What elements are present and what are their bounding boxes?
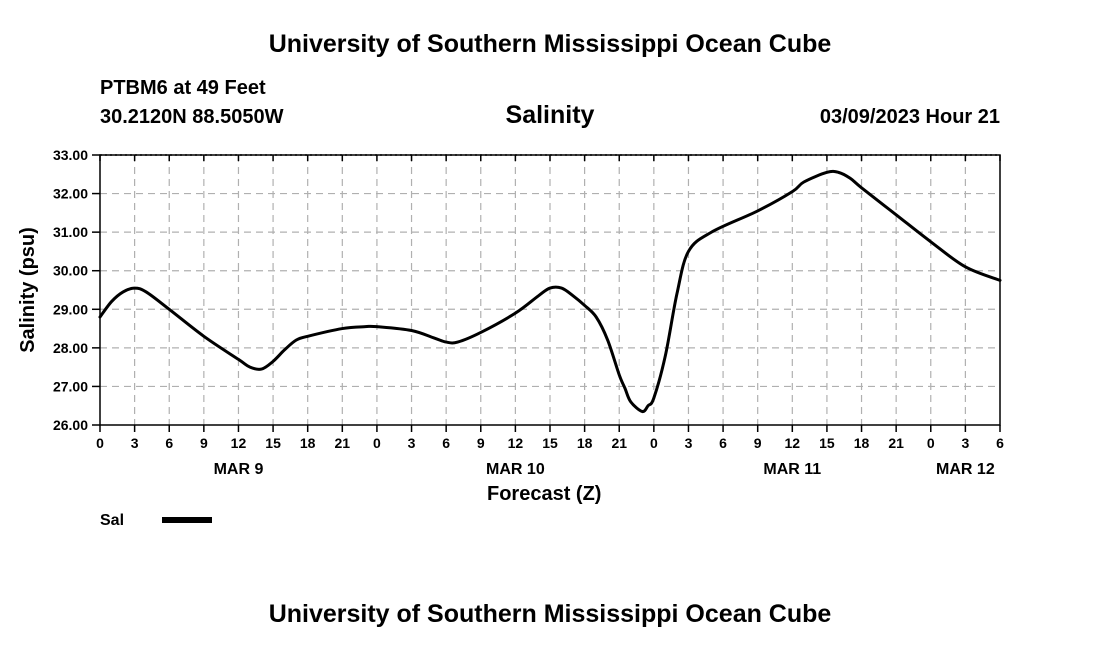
x-tick-label: 21	[888, 435, 904, 451]
x-tick-label: 21	[611, 435, 627, 451]
y-tick-label: 29.00	[53, 301, 88, 317]
y-axis-title: Salinity (psu)	[17, 227, 39, 353]
series-layer	[98, 169, 1002, 414]
x-day-label: MAR 12	[936, 461, 995, 478]
x-tick-label: 6	[719, 435, 727, 451]
x-tick-label: 6	[442, 435, 450, 451]
x-tick-label: 21	[335, 435, 351, 451]
x-tick-label: 15	[542, 435, 558, 451]
x-day-label: MAR 10	[486, 461, 545, 478]
footer-title: University of Southern Mississippi Ocean…	[268, 600, 832, 628]
x-tick-label: 6	[165, 435, 173, 451]
forecast-datetime: 03/09/2023 Hour 21	[819, 106, 1000, 128]
x-axis-title: Forecast (Z)	[487, 483, 601, 505]
x-day-label: MAR 9	[214, 461, 264, 478]
x-tick-label: 18	[300, 435, 316, 451]
y-tick-label: 27.00	[53, 378, 88, 394]
station-coordinates: 30.2120N 88.5050W	[100, 106, 284, 128]
y-tick-label: 31.00	[53, 224, 88, 240]
x-tick-label: 0	[96, 435, 104, 451]
x-tick-label: 18	[854, 435, 870, 451]
x-tick-label: 6	[996, 435, 1004, 451]
y-tick-label: 28.00	[53, 340, 88, 356]
x-tick-label: 9	[200, 435, 208, 451]
x-tick-label: 9	[754, 435, 762, 451]
x-tick-label: 0	[373, 435, 381, 451]
legend: Sal	[100, 512, 212, 529]
chart-title: Salinity	[505, 101, 595, 129]
page-title: University of Southern Mississippi Ocean…	[268, 30, 832, 58]
station-label: PTBM6 at 49 Feet	[100, 77, 266, 99]
x-tick-label: 3	[408, 435, 416, 451]
x-tick-label: 18	[577, 435, 593, 451]
x-tick-label: 0	[927, 435, 935, 451]
y-tick-label: 26.00	[53, 417, 88, 433]
grid-lines	[100, 155, 1000, 425]
axis-labels: 26.00 27.00 28.00 29.00 30.00 31.00 32.00 33.00…	[53, 147, 1004, 478]
series-line-sal	[98, 169, 1002, 414]
axis-ticks	[92, 154, 1001, 432]
y-tick-label: 30.00	[53, 263, 88, 279]
x-tick-label: 0	[650, 435, 658, 451]
x-tick-label: 15	[265, 435, 281, 451]
x-tick-label: 9	[477, 435, 485, 451]
x-tick-label: 3	[961, 435, 969, 451]
x-tick-label: 12	[785, 435, 801, 451]
x-tick-label: 12	[231, 435, 247, 451]
y-tick-label: 32.00	[53, 186, 88, 202]
x-tick-label: 15	[819, 435, 835, 451]
y-tick-label: 33.00	[53, 147, 88, 163]
x-day-label: MAR 11	[763, 461, 821, 478]
x-tick-label: 12	[508, 435, 524, 451]
x-tick-label: 3	[131, 435, 139, 451]
legend-label: Sal	[100, 512, 124, 529]
x-tick-label: 3	[685, 435, 693, 451]
